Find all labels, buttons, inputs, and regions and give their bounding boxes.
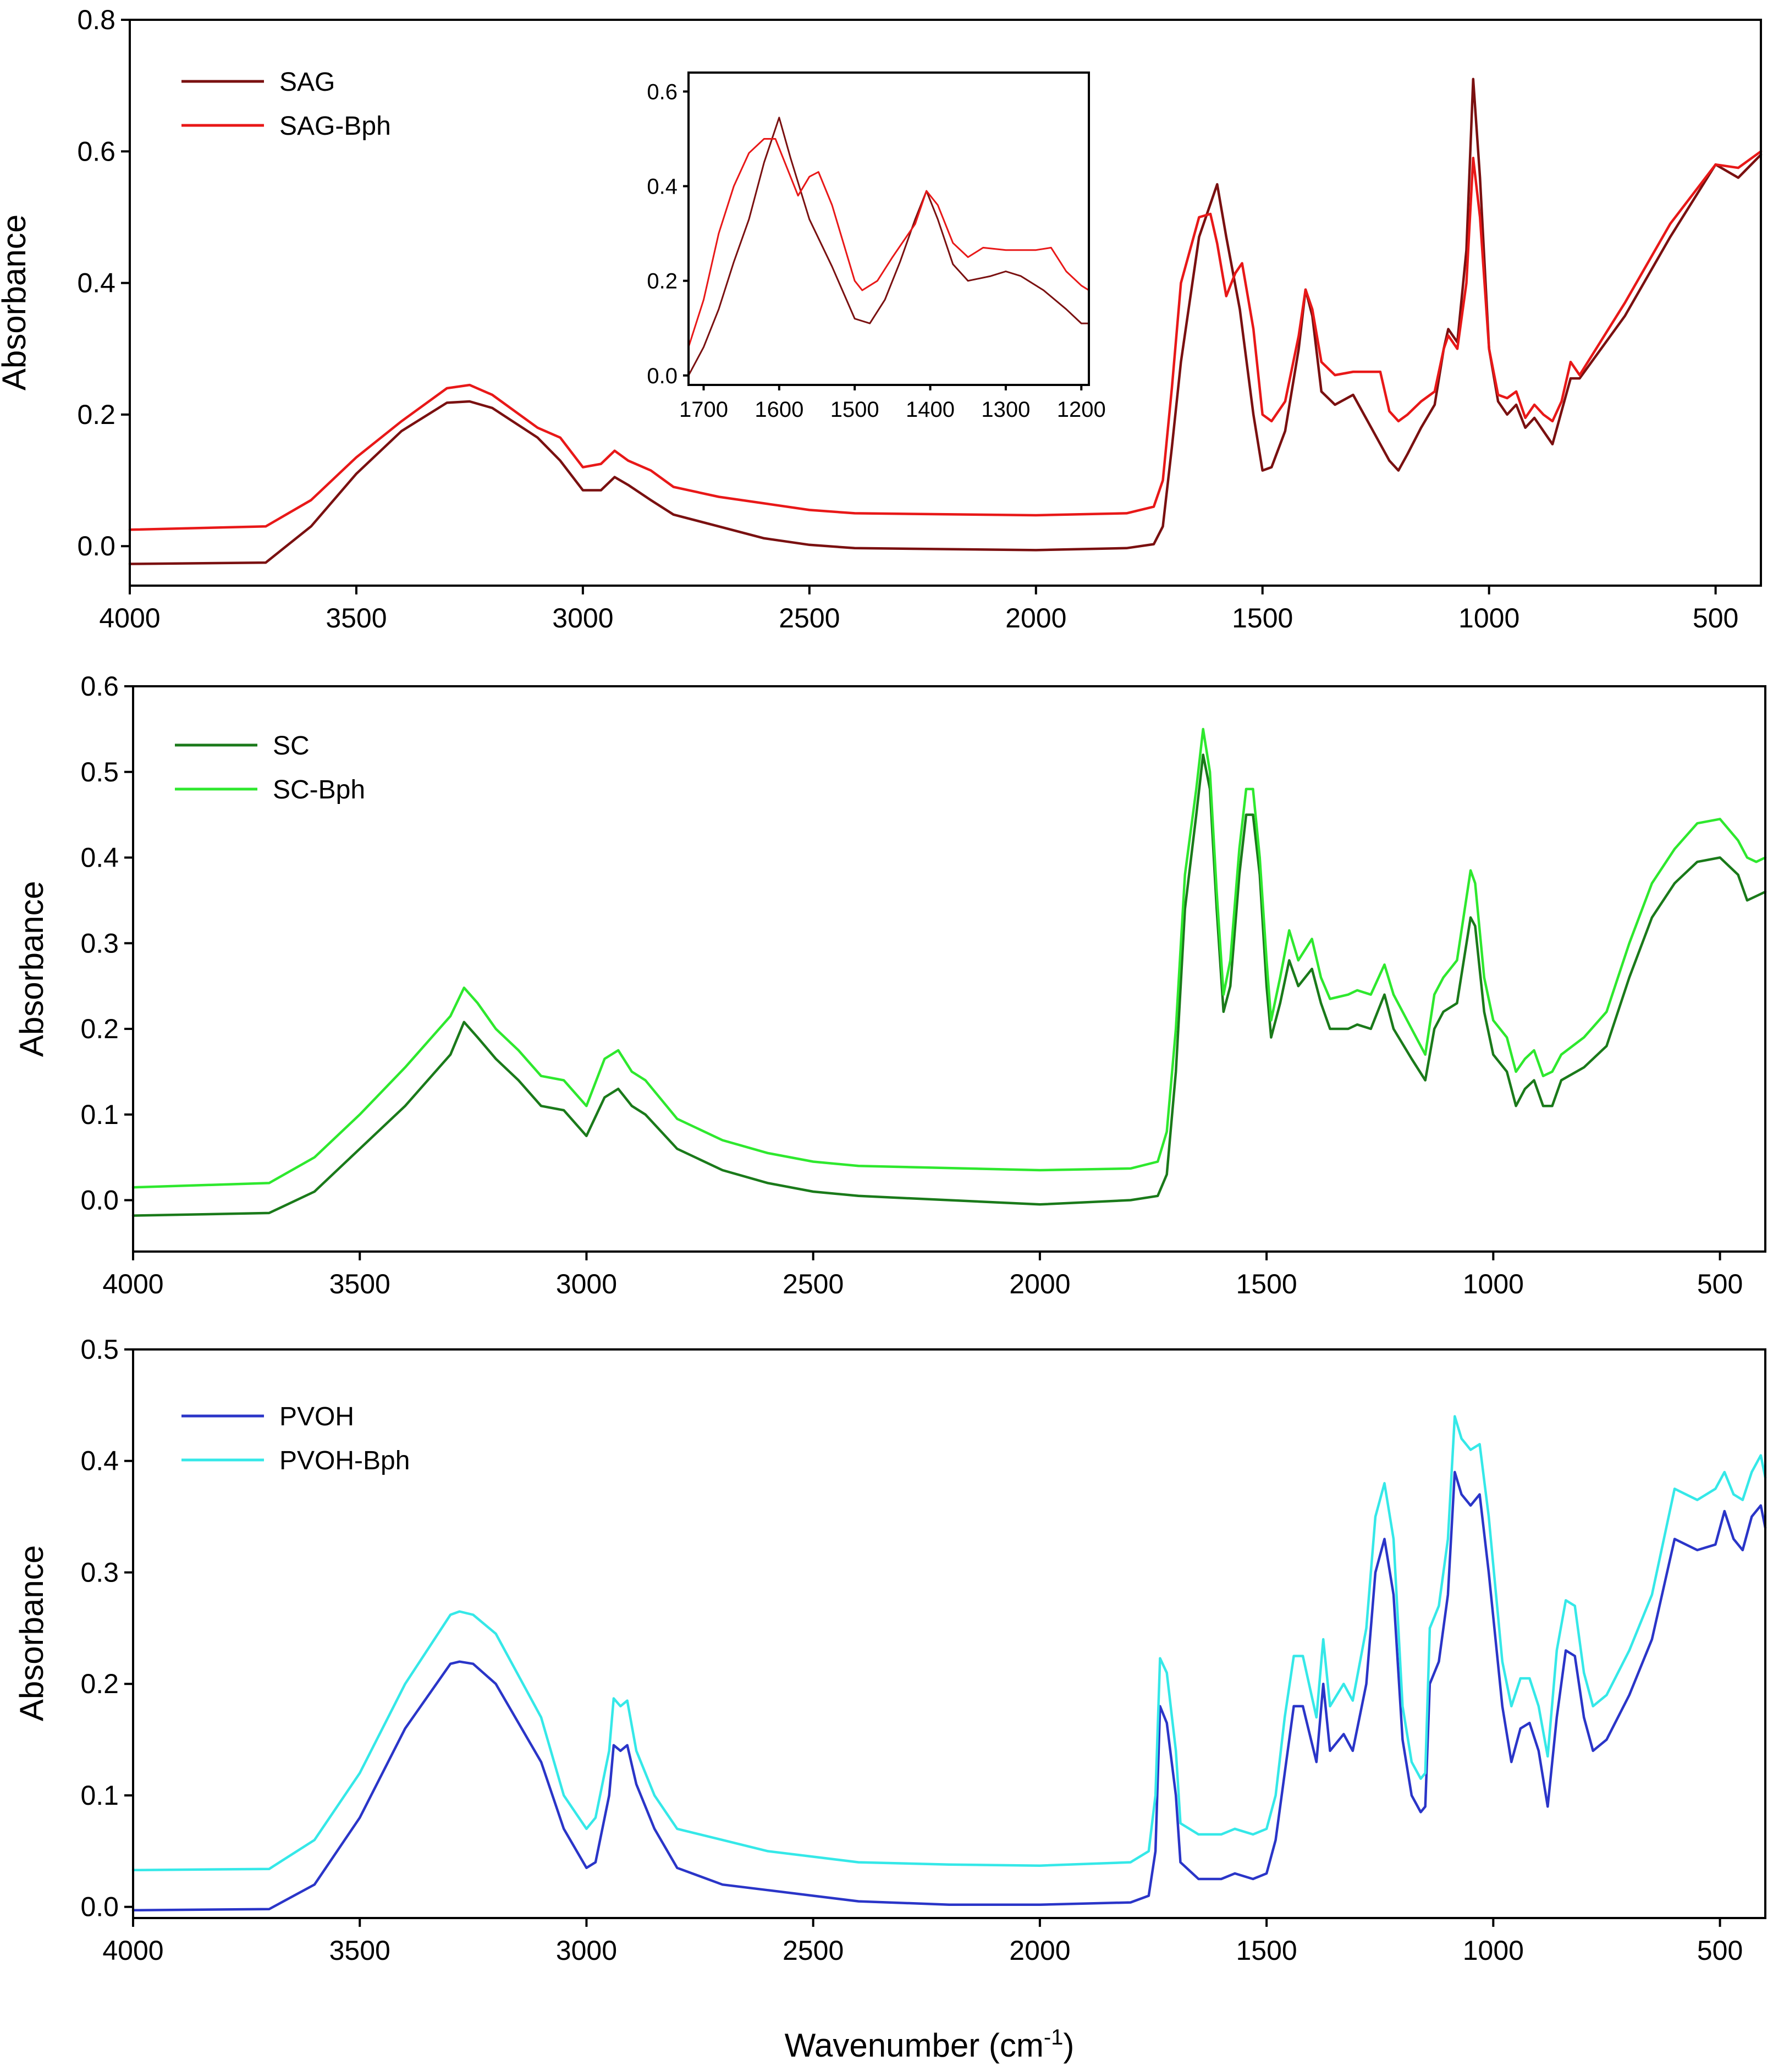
inset-plot-frame [687, 71, 1090, 386]
y-tick-label: 0.5 [80, 1334, 119, 1365]
x-tick-label: 1500 [1232, 603, 1293, 633]
x-tick-label: 3500 [329, 1269, 390, 1299]
inset-background [689, 73, 1089, 385]
inset-series-sag-bph [687, 138, 1090, 348]
y-tick-label: 0.2 [77, 399, 115, 430]
legend: SC SC-Bph [175, 731, 365, 804]
series-sc-bph [131, 728, 1767, 1189]
y-tick-label: 0.0 [77, 531, 115, 561]
y-tick-label: 0.0 [80, 1892, 119, 1922]
plot-frame [129, 19, 1762, 587]
y-tick-label: 0.8 [77, 4, 115, 35]
x-tick-label: 2500 [779, 603, 840, 633]
panels: 4000 3500 3000 2500 2000 1500 1000 500 0.0 0.2 0.4… [0, 4, 1767, 1966]
series-sag-bph [128, 150, 1763, 531]
inset-x-tick-label: 1700 [679, 398, 728, 422]
inset-x-tick-label: 1300 [981, 398, 1030, 422]
x-tick-label: 1000 [1463, 1269, 1524, 1299]
inset-y-tick-label: 0.2 [647, 269, 678, 294]
y-axis-title: Absorbance [13, 881, 50, 1057]
y-tick-label: 0.1 [80, 1099, 119, 1130]
legend-label: SC [273, 731, 310, 761]
y-tick-label: 0.6 [80, 671, 119, 702]
inset-y-tick-label: 0.0 [647, 364, 678, 388]
legend-label: SC-Bph [273, 775, 365, 804]
y-tick-label: 0.1 [80, 1780, 119, 1811]
legend-label: SAG-Bph [279, 112, 391, 141]
x-tick-label: 3500 [329, 1935, 390, 1966]
x-tick-label: 2000 [1009, 1935, 1070, 1966]
inset-x-tick-label: 1200 [1057, 398, 1106, 422]
inset-x-tick-label: 1600 [755, 398, 803, 422]
inset-x-tick-label: 1400 [906, 398, 955, 422]
y-tick-label: 0.5 [80, 757, 119, 787]
series-sc [131, 753, 1767, 1217]
series-pvoh [131, 1470, 1767, 1912]
y-tick-label: 0.6 [77, 136, 115, 167]
y-tick-label: 0.4 [77, 268, 115, 299]
y-tick-label: 0.3 [80, 1557, 119, 1588]
legend: SAG SAG-Bph [181, 68, 391, 141]
y-tick-label: 0.4 [80, 1446, 119, 1476]
inset-y-tick-label: 0.6 [647, 80, 678, 104]
x-tick-label: 500 [1697, 1935, 1743, 1966]
x-tick-label: 3000 [556, 1269, 617, 1299]
x-axis-title: Wavenumber (cm-1) [785, 2025, 1075, 2064]
inset-chart: 1700 1600 1500 1400 1300 1200 0.0 0.2 0.4 0.6 [647, 71, 1106, 422]
x-tick-label: 1000 [1458, 603, 1519, 633]
series-sag [128, 78, 1763, 565]
y-tick-label: 0.2 [80, 1013, 119, 1044]
x-axis-title-superscript: -1 [1044, 2025, 1064, 2049]
x-axis-title-main: Wavenumber (cm [785, 2027, 1044, 2064]
x-tick-label: 1500 [1236, 1269, 1297, 1299]
inset-series-sag [687, 117, 1090, 377]
x-tick-label: 3000 [556, 1935, 617, 1966]
x-tick-label: 500 [1697, 1269, 1743, 1299]
x-tick-label: 3000 [552, 603, 613, 633]
y-tick-label: 0.2 [80, 1668, 119, 1699]
y-tick-label: 0.0 [80, 1185, 119, 1216]
inset-y-tick-label: 0.4 [647, 175, 678, 199]
y-tick-label: 0.3 [80, 928, 119, 958]
x-tick-label: 1500 [1236, 1935, 1297, 1966]
y-axis-title: Absorbance [0, 214, 32, 390]
x-tick-label: 4000 [99, 603, 160, 633]
x-tick-label: 1000 [1463, 1935, 1524, 1966]
x-tick-label: 2000 [1005, 603, 1066, 633]
plot-frame [132, 1348, 1766, 1919]
plot-frame [132, 685, 1766, 1253]
legend-label: SAG [279, 68, 335, 97]
panel-2: 4000 3500 3000 2500 2000 1500 1000 500 0.0 0.1 0.2… [13, 671, 1767, 1299]
x-tick-label: 4000 [102, 1935, 163, 1966]
x-tick-label: 2000 [1009, 1269, 1070, 1299]
panel-3: 4000 3500 3000 2500 2000 1500 1000 500 0.0 0.1 0.2… [13, 1334, 1767, 1966]
x-tick-label: 500 [1693, 603, 1738, 633]
legend: PVOH PVOH-Bph [181, 1402, 410, 1475]
series-pvoh-bph [131, 1415, 1767, 1872]
legend-label: PVOH [279, 1402, 354, 1431]
x-tick-label: 2500 [783, 1935, 844, 1966]
x-tick-label: 4000 [102, 1269, 163, 1299]
y-axis-title: Absorbance [13, 1545, 50, 1721]
panel-1: 4000 3500 3000 2500 2000 1500 1000 500 0.0 0.2 0.4… [0, 4, 1763, 633]
x-axis-title-end: ) [1063, 2027, 1074, 2064]
y-tick-label: 0.4 [80, 842, 119, 873]
inset-x-tick-label: 1500 [830, 398, 879, 422]
x-tick-label: 3500 [326, 603, 387, 633]
legend-label: PVOH-Bph [279, 1446, 410, 1475]
x-tick-label: 2500 [783, 1269, 844, 1299]
